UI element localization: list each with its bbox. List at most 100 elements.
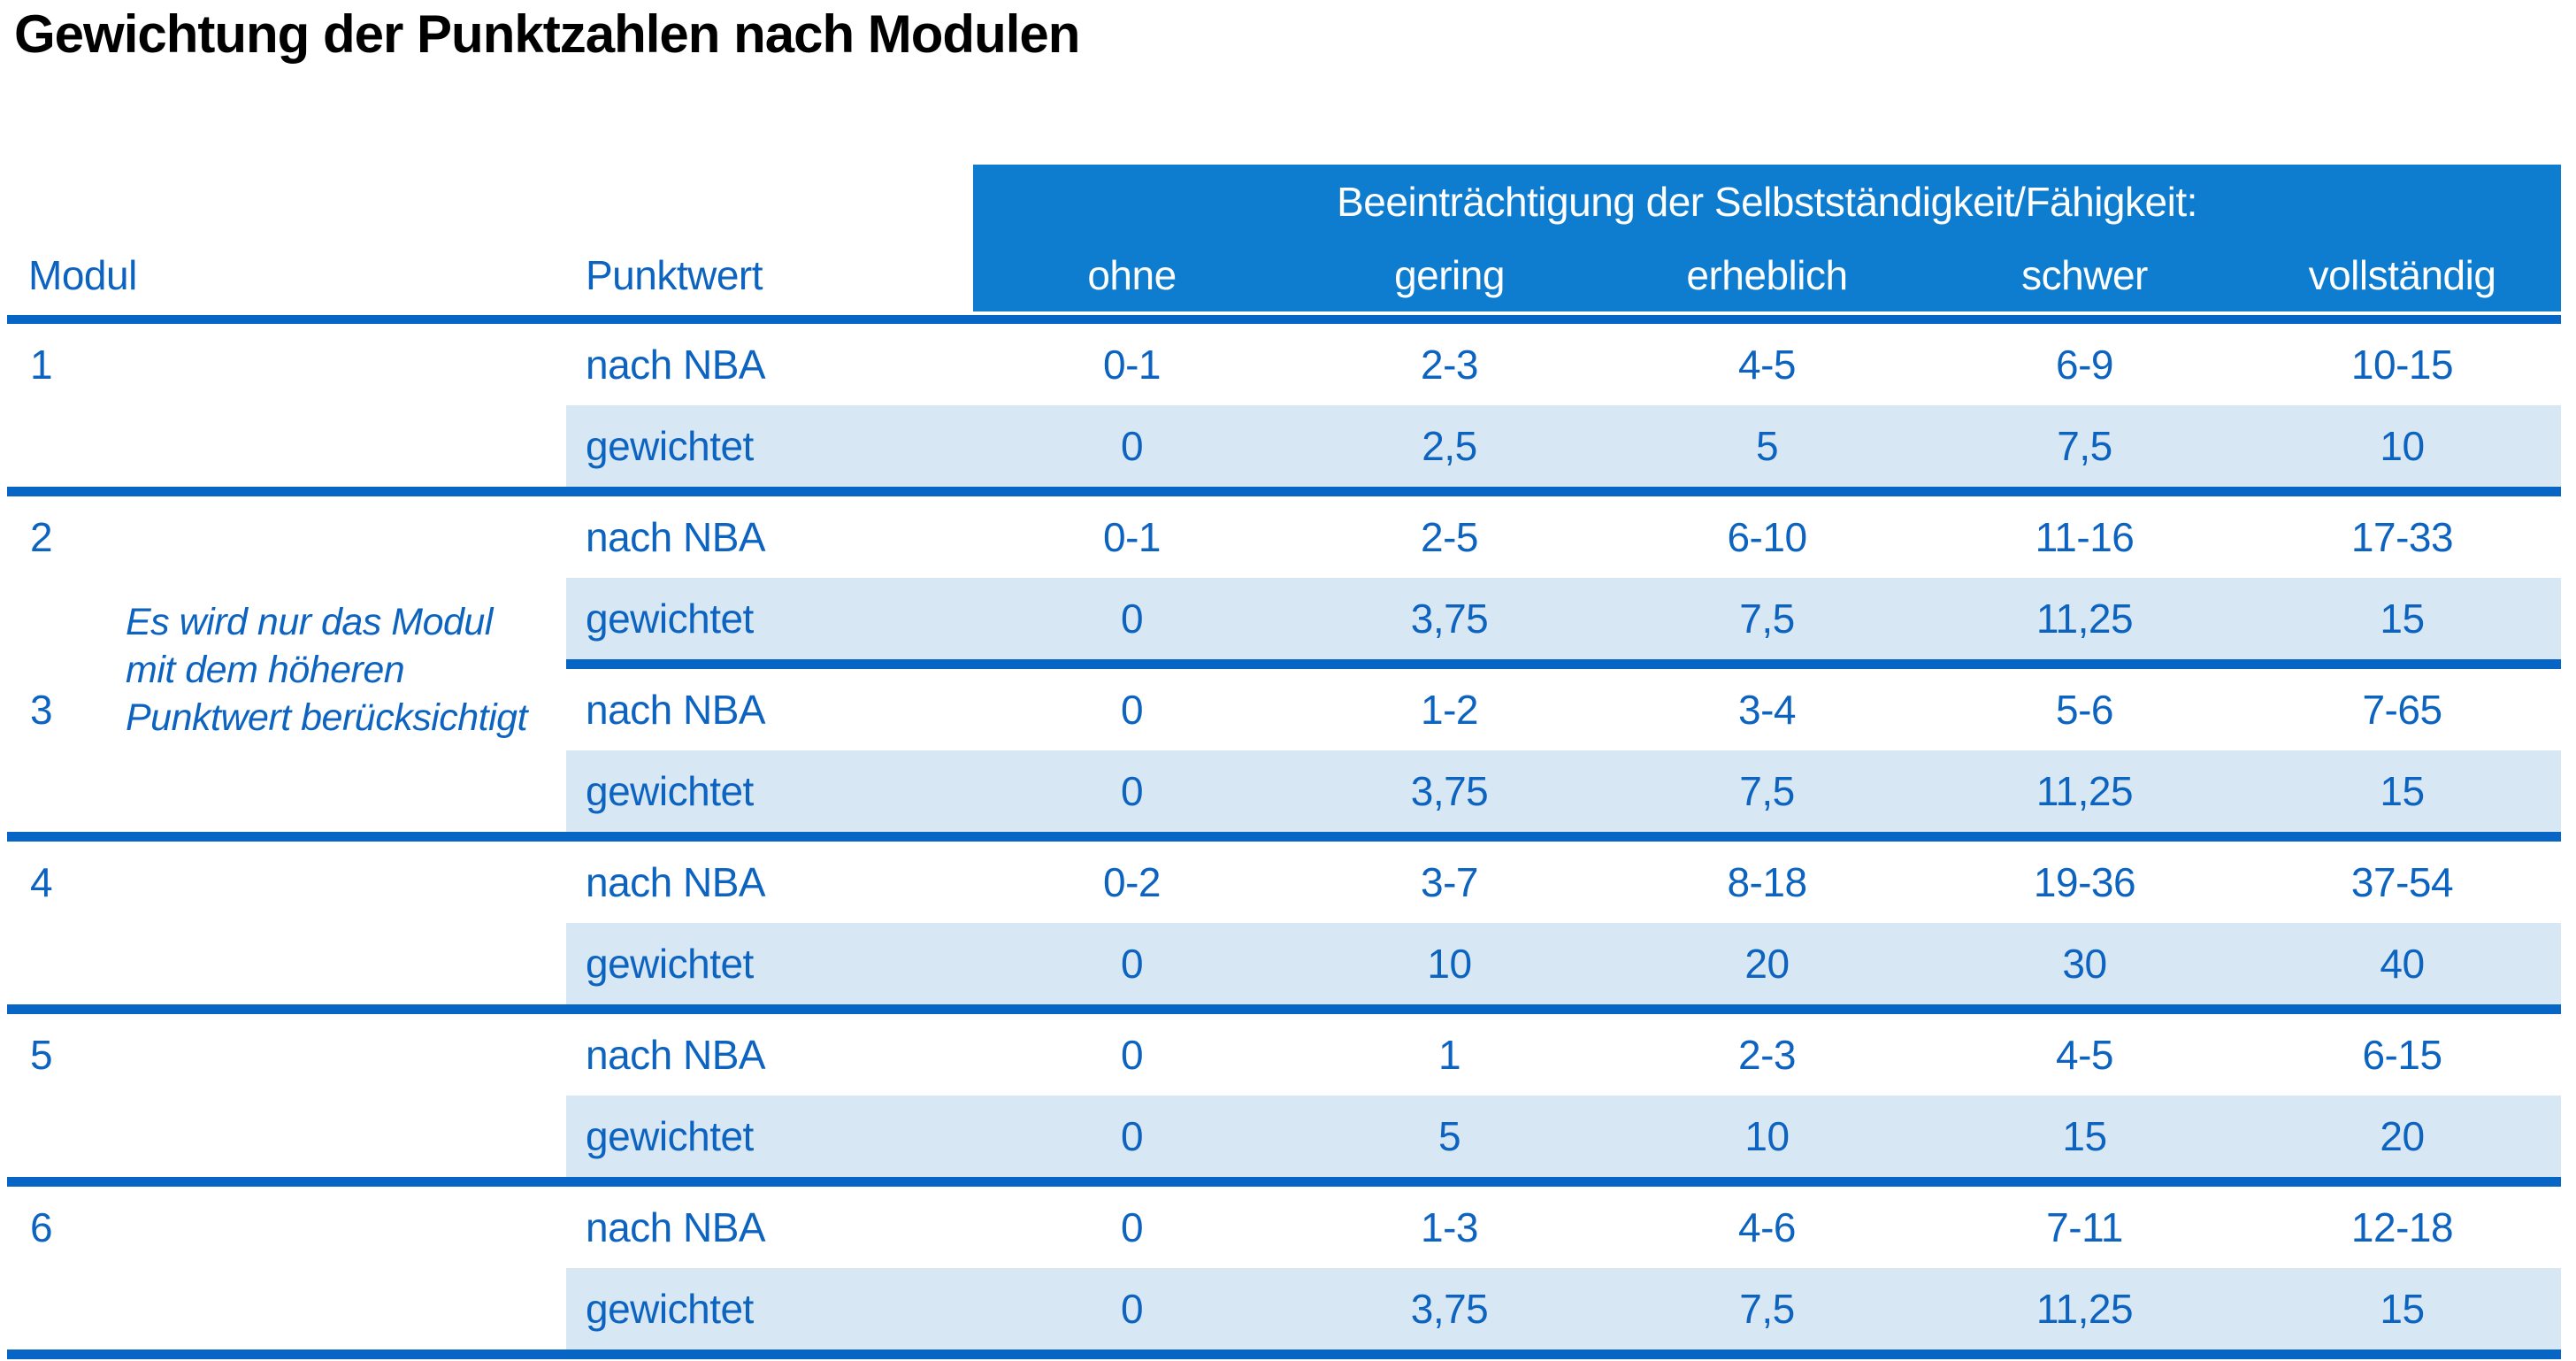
module-separator — [7, 487, 2561, 496]
row-label-nach-nba: nach NBA — [586, 1032, 766, 1078]
cell-value: 0-1 — [1103, 514, 1161, 560]
table-header: Modul Punktwert Beeinträchtigung der Sel… — [7, 165, 2561, 324]
cell-value: 2-3 — [1421, 342, 1478, 388]
cell-value: 0 — [1120, 1032, 1144, 1078]
module-number: 1 — [30, 342, 53, 388]
cell-value: 30 — [1926, 923, 2243, 1004]
table-row-module5-nba: 5 nach NBA 0 1 2-3 4-5 6-15 — [7, 1014, 2561, 1096]
cell-value: 5-6 — [2056, 687, 2113, 733]
cell-value: 2-3 — [1738, 1032, 1796, 1078]
cell-value: 3,75 — [1291, 578, 1608, 659]
cell-value: 10 — [1291, 923, 1608, 1004]
cell-value: 3,75 — [1291, 750, 1608, 832]
table-row-module2-weighted: gewichtet 0 3,75 7,5 11,25 15 — [7, 578, 2561, 659]
row-label-gewichtet: gewichtet — [566, 405, 973, 487]
module-2-3-note: Es wird nur das Modul mit dem höheren Pu… — [126, 598, 528, 742]
cell-value: 0 — [973, 578, 1291, 659]
column-header-modul: Modul — [28, 251, 137, 298]
cell-value: 19-36 — [2033, 859, 2136, 905]
module-separator — [7, 832, 2561, 842]
cell-value: 0 — [973, 923, 1291, 1004]
cell-value: 10 — [2243, 405, 2561, 487]
cell-value: 7,5 — [1608, 1268, 1926, 1349]
severity-label-schwer: schwer — [2021, 251, 2148, 298]
cell-value: 15 — [2243, 750, 2561, 832]
cell-value: 12-18 — [2350, 1204, 2454, 1250]
row-label-nach-nba: nach NBA — [586, 342, 766, 388]
cell-value: 11-16 — [2035, 514, 2135, 560]
page-title: Gewichtung der Punktzahlen nach Modulen — [14, 4, 1080, 64]
cell-value: 7-11 — [2046, 1204, 2123, 1250]
table-row-module5-weighted: gewichtet 0 5 10 15 20 — [7, 1096, 2561, 1177]
cell-value: 0 — [973, 405, 1291, 487]
cell-value: 1-2 — [1421, 687, 1478, 733]
module-number: 6 — [30, 1204, 53, 1250]
table-row-module4-nba: 4 nach NBA 0-2 3-7 8-18 19-36 37-54 — [7, 842, 2561, 923]
row-label-gewichtet: gewichtet — [566, 578, 973, 659]
table-row-module3-weighted: gewichtet 0 3,75 7,5 11,25 15 — [7, 750, 2561, 832]
column-header-punktwert: Punktwert — [586, 251, 763, 298]
cell-value: 2-5 — [1421, 514, 1478, 560]
cell-value: 11,25 — [1926, 578, 2243, 659]
weighting-table: Modul Punktwert Beeinträchtigung der Sel… — [7, 165, 2561, 1359]
table-row-module4-weighted: gewichtet 0 10 20 30 40 — [7, 923, 2561, 1004]
table-bottom-rule — [7, 1349, 2561, 1359]
cell-value: 7,5 — [1926, 405, 2243, 487]
cell-value: 7-65 — [2362, 687, 2442, 733]
cell-value: 0 — [973, 750, 1291, 832]
table-row-module6-weighted: gewichtet 0 3,75 7,5 11,25 15 — [7, 1268, 2561, 1349]
cell-value: 3-4 — [1738, 687, 1796, 733]
module-number: 3 — [30, 687, 53, 733]
table-row-module1-nba: 1 nach NBA 0-1 2-3 4-5 6-9 10-15 — [7, 324, 2561, 405]
cell-value: 10 — [1608, 1096, 1926, 1177]
cell-value: 11,25 — [1926, 1268, 2243, 1349]
cell-value: 4-5 — [1738, 342, 1796, 388]
cell-value: 0-1 — [1103, 342, 1161, 388]
note-line: mit dem höheren — [126, 649, 405, 691]
cell-value: 3,75 — [1291, 1268, 1608, 1349]
module-number: 4 — [30, 859, 53, 905]
severity-label-gering: gering — [1394, 251, 1505, 298]
cell-value: 5 — [1608, 405, 1926, 487]
severity-label-erheblich: erheblich — [1686, 251, 1848, 298]
row-label-nach-nba: nach NBA — [586, 859, 766, 905]
module-number: 2 — [30, 514, 53, 560]
note-line: Punktwert berücksichtigt — [126, 696, 528, 739]
cell-value: 17-33 — [2350, 514, 2454, 560]
cell-value: 6-10 — [1727, 514, 1807, 560]
cell-value: 15 — [2243, 578, 2561, 659]
module-separator-partial — [566, 659, 2561, 669]
module-number: 5 — [30, 1032, 53, 1078]
cell-value: 15 — [1926, 1096, 2243, 1177]
row-label-nach-nba: nach NBA — [586, 514, 766, 560]
cell-value: 0 — [973, 1268, 1291, 1349]
note-line: Es wird nur das Modul — [126, 601, 493, 643]
module-separator — [7, 1004, 2561, 1014]
cell-value: 11,25 — [1926, 750, 2243, 832]
cell-value: 1 — [1438, 1032, 1461, 1078]
severity-label-vollstaendig: vollständig — [2308, 251, 2496, 298]
cell-value: 20 — [1608, 923, 1926, 1004]
header-rule — [7, 315, 2561, 324]
module-separator — [7, 1177, 2561, 1187]
cell-value: 0 — [973, 1096, 1291, 1177]
cell-value: 0 — [1120, 1204, 1144, 1250]
row-label-nach-nba: nach NBA — [586, 1204, 766, 1250]
table-row-module2-nba: 2 nach NBA 0-1 2-5 6-10 11-16 17-33 — [7, 496, 2561, 578]
row-label-gewichtet: gewichtet — [566, 1096, 973, 1177]
cell-value: 10-15 — [2350, 342, 2454, 388]
table-row-module3-nba: 3 nach NBA 0 1-2 3-4 5-6 7-65 — [7, 669, 2561, 750]
cell-value: 4-5 — [2056, 1032, 2113, 1078]
row-label-gewichtet: gewichtet — [566, 923, 973, 1004]
cell-value: 7,5 — [1608, 578, 1926, 659]
cell-value: 40 — [2243, 923, 2561, 1004]
cell-value: 1-3 — [1421, 1204, 1478, 1250]
row-label-gewichtet: gewichtet — [566, 750, 973, 832]
impairment-group-label: Beeinträchtigung der Selbstständigkeit/F… — [1337, 178, 2197, 225]
cell-value: 15 — [2243, 1268, 2561, 1349]
table-row-module6-nba: 6 nach NBA 0 1-3 4-6 7-11 12-18 — [7, 1187, 2561, 1268]
cell-value: 37-54 — [2350, 859, 2454, 905]
cell-value: 6-9 — [2056, 342, 2113, 388]
cell-value: 5 — [1291, 1096, 1608, 1177]
row-label-nach-nba: nach NBA — [586, 687, 766, 733]
